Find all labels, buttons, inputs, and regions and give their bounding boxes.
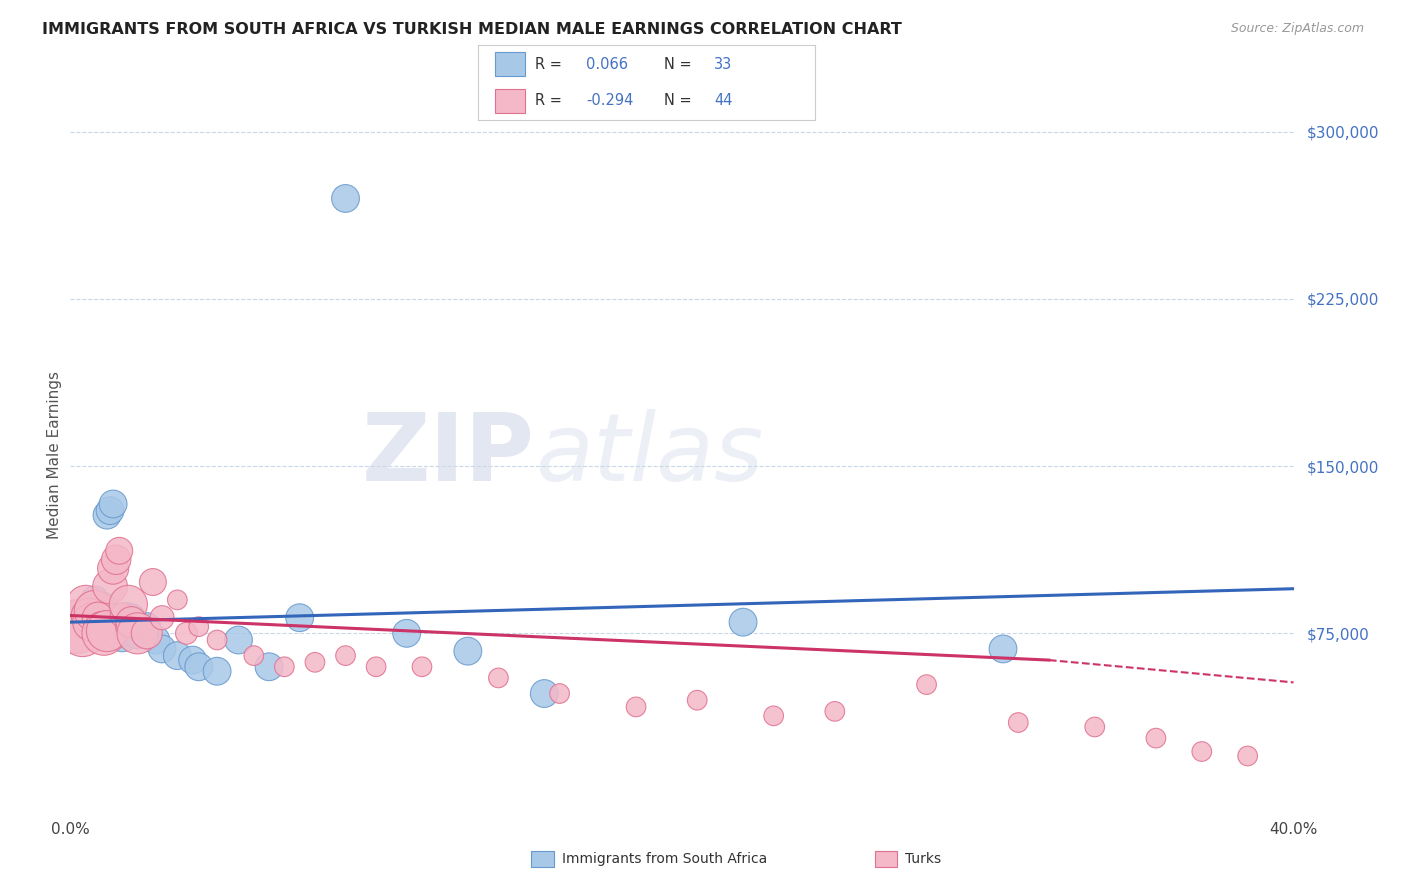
Point (77, 601, 100, 615)
Point (1007, 715, 1029, 730)
Point (101, 497, 124, 511)
Point (176, 626, 198, 640)
Point (108, 624, 131, 639)
Text: Source: ZipAtlas.com: Source: ZipAtlas.com (1230, 22, 1364, 36)
Point (111, 608, 134, 623)
Point (1084, 720, 1107, 734)
Point (366, 660, 388, 674)
Point (205, 633, 228, 648)
Point (288, 610, 311, 624)
Point (273, 660, 295, 674)
Text: 0.066: 0.066 (586, 57, 628, 72)
FancyBboxPatch shape (495, 88, 526, 112)
Point (108, 543, 131, 558)
Point (121, 615, 143, 630)
Point (187, 619, 209, 633)
Point (135, 626, 157, 640)
Point (65, 619, 87, 633)
Point (90, 608, 112, 623)
Point (457, 644, 479, 658)
Y-axis label: Median Male Earnings: Median Male Earnings (46, 371, 62, 539)
Point (114, 615, 136, 630)
Text: Turks: Turks (905, 852, 942, 866)
Point (72, 610, 94, 624)
Text: 33: 33 (714, 57, 733, 72)
Point (686, 693, 709, 707)
Point (181, 653, 204, 667)
Point (114, 619, 136, 633)
Point (762, 708, 785, 723)
Point (335, 648, 357, 663)
Point (304, 655, 326, 669)
Point (127, 626, 149, 640)
Point (733, 615, 755, 630)
Point (121, 610, 143, 624)
Point (77, 608, 100, 623)
Text: N =: N = (664, 93, 696, 108)
Text: N =: N = (664, 57, 696, 72)
Point (96, 508, 118, 522)
Text: -0.294: -0.294 (586, 93, 633, 108)
Point (915, 678, 938, 692)
Point (105, 615, 128, 630)
Point (105, 552, 128, 567)
Point (150, 610, 173, 624)
Point (1191, 744, 1213, 758)
Point (111, 626, 134, 640)
Text: ZIP: ZIP (363, 409, 536, 501)
Point (101, 562, 124, 576)
Point (488, 671, 510, 685)
Point (411, 660, 433, 674)
Point (187, 660, 209, 674)
Point (96, 624, 118, 639)
Text: R =: R = (536, 57, 567, 72)
Point (80, 615, 103, 630)
Point (548, 687, 571, 701)
Point (1236, 749, 1258, 764)
Point (93, 599, 115, 614)
Point (90, 619, 112, 633)
Text: atlas: atlas (536, 409, 763, 500)
Point (228, 633, 250, 648)
Point (395, 626, 418, 640)
Point (72, 626, 94, 640)
Point (98, 580, 121, 594)
Point (87, 610, 110, 624)
Point (127, 626, 149, 640)
Point (533, 687, 555, 701)
Point (991, 642, 1014, 657)
Text: R =: R = (536, 93, 567, 108)
Point (166, 648, 188, 663)
Point (117, 598, 139, 612)
Point (824, 705, 846, 719)
Point (257, 660, 280, 674)
Point (117, 617, 139, 632)
Point (83, 592, 105, 607)
Point (135, 619, 157, 633)
Text: Immigrants from South Africa: Immigrants from South Africa (562, 852, 768, 866)
Point (87, 604, 110, 618)
Point (80, 598, 103, 612)
Point (145, 633, 167, 648)
Text: 44: 44 (714, 93, 733, 108)
Point (243, 648, 266, 663)
Point (624, 699, 647, 714)
Point (93, 626, 115, 640)
Point (1144, 731, 1167, 746)
Point (142, 574, 165, 589)
Point (83, 604, 105, 618)
Point (335, 192, 357, 206)
Point (166, 592, 188, 607)
Point (75, 598, 97, 612)
Text: IMMIGRANTS FROM SOUTH AFRICA VS TURKISH MEDIAN MALE EARNINGS CORRELATION CHART: IMMIGRANTS FROM SOUTH AFRICA VS TURKISH … (42, 22, 903, 37)
FancyBboxPatch shape (495, 52, 526, 77)
Point (98, 503, 121, 517)
Point (150, 642, 173, 657)
Point (205, 664, 228, 678)
